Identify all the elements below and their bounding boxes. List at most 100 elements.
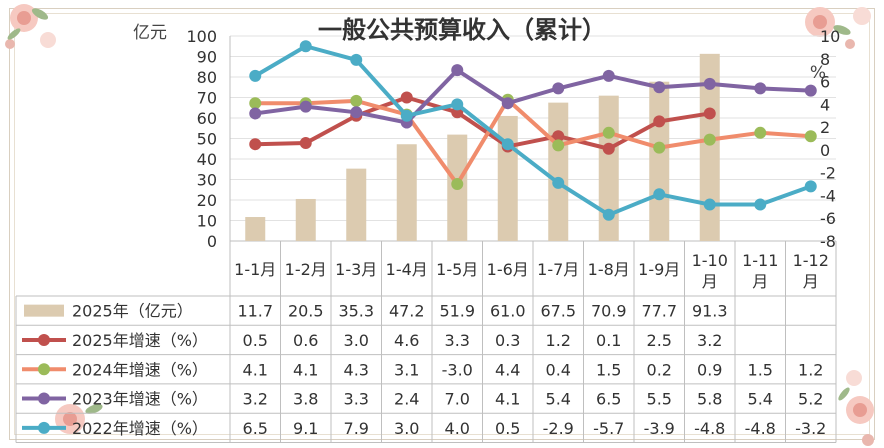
table-cell: 0.3 (495, 331, 520, 350)
table-cell: -4.8 (745, 419, 776, 438)
data-table: 1-1月 1-2月 1-3月 1-4月 1-5月 1-6月 1-7月 1-8月 1-9月 1-10… (15, 241, 837, 443)
table-cell: 3.0 (394, 419, 419, 438)
series-point (249, 107, 262, 120)
table-cell: 9.1 (293, 419, 318, 438)
legend-key-marker (38, 363, 50, 376)
left-tick-label: 100 (186, 27, 217, 46)
table-cell: 1.2 (546, 331, 571, 350)
table-cell: 4.4 (495, 360, 520, 379)
category-label: 月 (752, 272, 768, 291)
table-cell: 4.1 (243, 360, 268, 379)
series-point (703, 107, 716, 120)
table-cell: 11.7 (237, 302, 273, 321)
grid-lines (230, 35, 836, 242)
right-tick-label: 0 (820, 141, 830, 160)
category-label: 1-11 (742, 251, 778, 270)
series-line (255, 97, 811, 187)
table-cell: -3.9 (644, 419, 675, 438)
series-point (552, 130, 565, 143)
flower-decoration-top-right (805, 7, 871, 49)
left-axis-unit: 亿元 (133, 23, 167, 43)
category-label: 1-6月 (487, 260, 529, 279)
bar-series (245, 53, 720, 242)
table-cell: -3.2 (795, 419, 826, 438)
table-cell: -3.0 (442, 360, 473, 379)
inner-frame (14, 13, 870, 435)
series-point (602, 208, 615, 221)
left-tick-label: 80 (197, 68, 217, 87)
left-tick-label: 20 (197, 191, 217, 210)
right-tick-label: -2 (820, 164, 836, 183)
table-cell: 1.5 (748, 360, 773, 379)
table-cell: 5.5 (647, 390, 672, 409)
table-cell: 0.9 (697, 360, 722, 379)
category-label: 1-5月 (436, 260, 478, 279)
left-tick-label: 40 (197, 150, 217, 169)
table-cell: 5.2 (798, 390, 823, 409)
table-cell: 3.0 (344, 331, 369, 350)
category-label: 1-4月 (386, 260, 428, 279)
line-series (249, 40, 817, 221)
bar (649, 81, 670, 241)
category-label: 月 (702, 272, 718, 291)
series-point (602, 142, 615, 155)
outer-frame (9, 8, 875, 440)
series-point (501, 97, 514, 110)
right-axis: -8 -6 -4 -2 0 2 4 6 8 10 (820, 27, 840, 251)
series-point (653, 188, 666, 201)
table-cell: 3.2 (697, 331, 722, 350)
series-point (552, 139, 565, 152)
category-label: 1-12 (793, 251, 829, 270)
table-cell: 2.4 (394, 390, 419, 409)
series-point (451, 178, 464, 191)
table-cell: -5.7 (593, 419, 624, 438)
table-cell: 51.9 (439, 302, 475, 321)
table-cell: 5.4 (748, 390, 773, 409)
series-point (400, 91, 413, 104)
series-point (602, 126, 615, 139)
series-point (451, 98, 464, 111)
series-point (350, 53, 363, 66)
table-cell: 1.2 (798, 360, 823, 379)
table-cell: 0.2 (647, 360, 672, 379)
table-cell: 0.5 (243, 331, 268, 350)
series-point (653, 81, 666, 94)
table-cell: 1.5 (596, 360, 621, 379)
left-tick-label: 60 (197, 109, 217, 128)
table-cell: 7.0 (445, 390, 470, 409)
table-cell: 0.5 (495, 419, 520, 438)
table-cell: 4.0 (445, 419, 470, 438)
series-point (703, 77, 716, 90)
series-point (400, 109, 413, 122)
series-point (501, 138, 514, 151)
right-tick-label: 6 (820, 73, 830, 92)
category-label: 1-2月 (285, 260, 327, 279)
series-name: 2022年增速（%） (72, 419, 208, 438)
right-tick-label: -4 (820, 186, 836, 205)
series-point (703, 133, 716, 146)
series-name: 2024年增速（%） (72, 360, 208, 379)
category-label: 1-7月 (537, 260, 579, 279)
legend-key-marker (38, 333, 50, 346)
left-tick-label: 10 (197, 212, 217, 231)
category-label: 1-10 (692, 251, 728, 270)
table-cell: 4.6 (394, 331, 419, 350)
series-point (653, 115, 666, 128)
table-cell: 7.9 (344, 419, 369, 438)
series-point (249, 69, 262, 82)
series-line (254, 44, 812, 217)
table-cell: 3.3 (344, 390, 369, 409)
series-point (602, 69, 615, 82)
bar (548, 102, 569, 241)
table-cell: 35.3 (338, 302, 374, 321)
series-point (350, 94, 363, 107)
table-cell: 5.4 (546, 390, 571, 409)
series-point (299, 137, 312, 150)
bar (396, 144, 417, 241)
table-cell: 4.3 (344, 360, 369, 379)
bar (497, 115, 518, 241)
table-cell: 61.0 (490, 302, 526, 321)
table-cell: -4.8 (694, 419, 725, 438)
series-line (254, 68, 811, 125)
